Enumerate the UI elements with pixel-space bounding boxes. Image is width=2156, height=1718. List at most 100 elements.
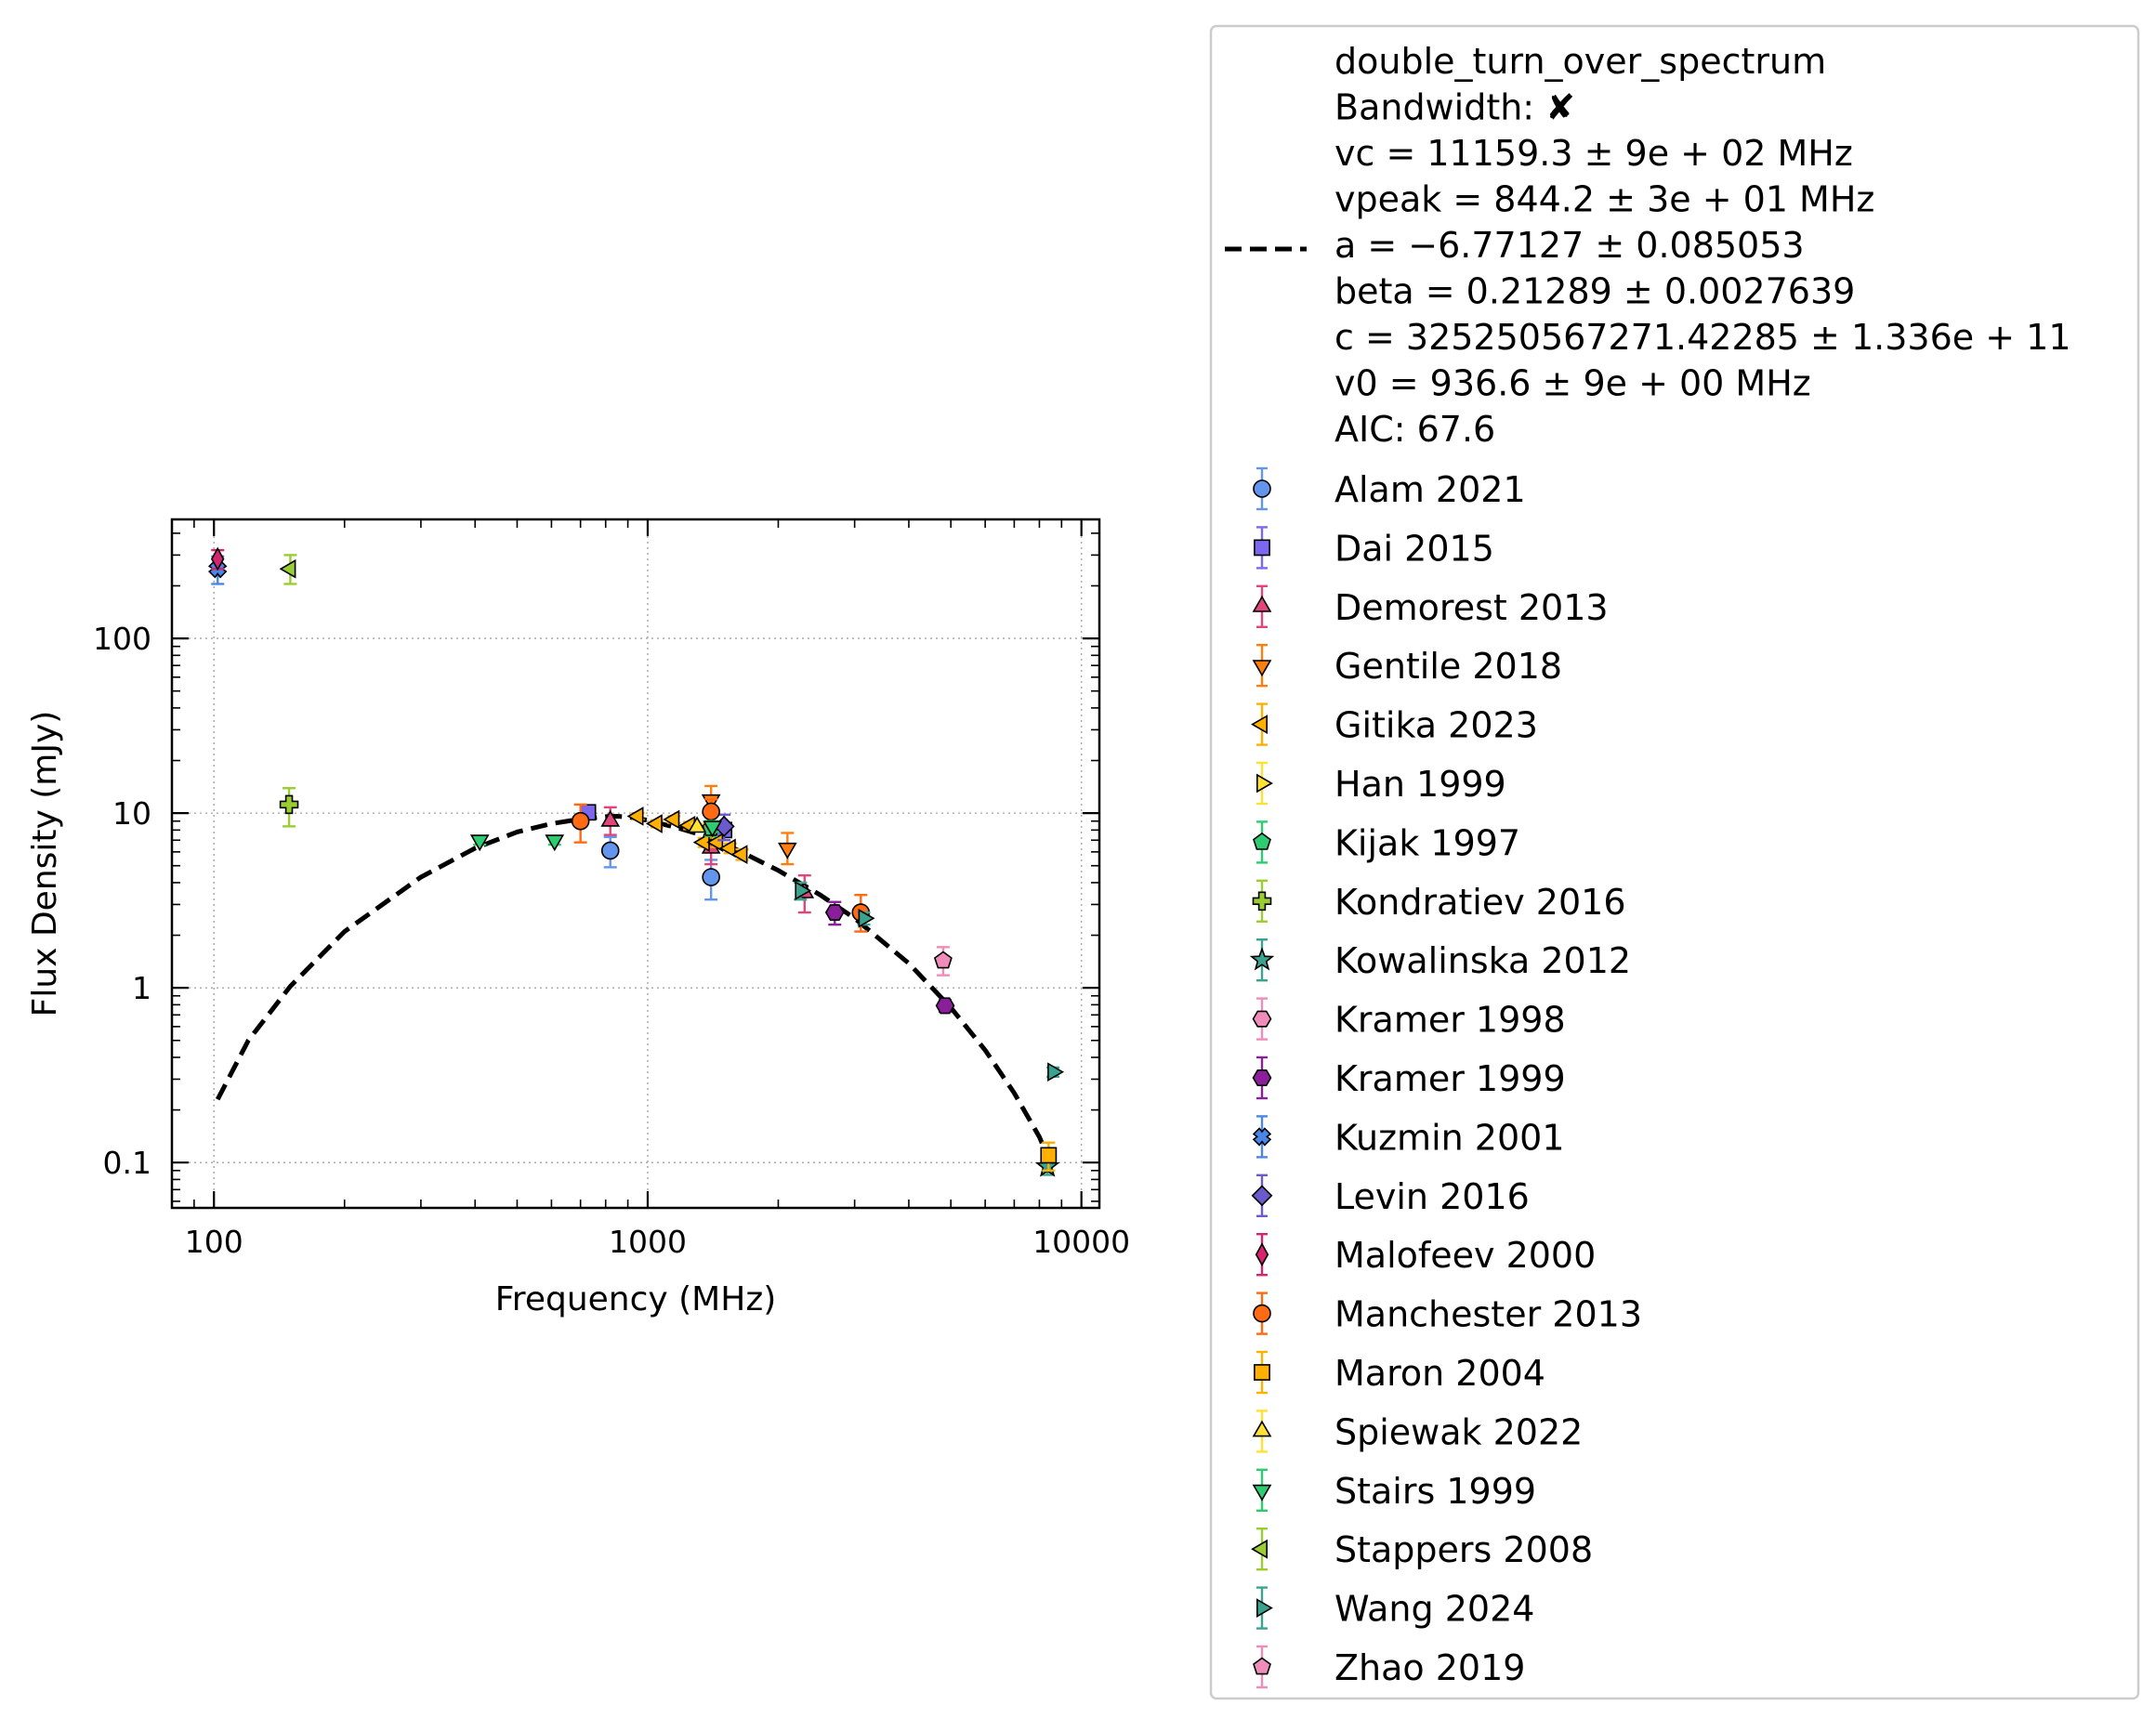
legend-label: Demorest 2013: [1334, 587, 1609, 628]
legend-entry: Levin 2016: [1251, 1174, 1530, 1218]
legend-entry: Wang 2024: [1256, 1586, 1534, 1630]
legend-marker: [1253, 1304, 1271, 1323]
legend-label: Spiewak 2022: [1334, 1411, 1583, 1452]
legend-entry: Stappers 2008: [1251, 1527, 1593, 1571]
x-tick-label: 100: [185, 1224, 243, 1260]
series-alam-2021: [600, 835, 720, 901]
legend-label: Dai 2015: [1334, 528, 1494, 569]
legend-entry: Gitika 2023: [1251, 702, 1538, 746]
data-point: [279, 558, 296, 579]
legend-marker: [1252, 1127, 1272, 1147]
legend-label: Stairs 1999: [1334, 1471, 1536, 1512]
fit-legend-line: beta = 0.21289 ± 0.0027639: [1334, 271, 1855, 312]
legend-entry: Gentile 2018: [1252, 644, 1562, 688]
fit-legend-line: v0 = 936.6 ± 9e + 00 MHz: [1334, 363, 1811, 404]
series-stairs-1999: [469, 820, 722, 852]
plot-frame: [170, 518, 1101, 1210]
fit-legend-line: a = −6.77127 ± 0.085053: [1334, 225, 1805, 266]
legend-entry: Malofeev 2000: [1255, 1232, 1596, 1277]
series-wang-2024: [794, 881, 1065, 1082]
data-point: [702, 868, 720, 886]
legend-entry: Manchester 2013: [1253, 1292, 1642, 1335]
y-axis-label: Flux Density (mJy): [26, 711, 64, 1017]
data-point: [935, 997, 955, 1015]
legend-marker: [1252, 891, 1272, 911]
legend-entry: Kramer 1999: [1252, 1056, 1566, 1100]
data-point: [210, 546, 225, 571]
legend-label: Kowalinska 2012: [1334, 940, 1631, 981]
legend-marker: [1254, 539, 1270, 557]
axis-ticks: 100 1000 10000 0.1 1 10 100: [93, 519, 1130, 1260]
data-point: [571, 811, 590, 831]
legend-label: Stappers 2008: [1334, 1529, 1593, 1570]
series-malofeev-2000: [210, 546, 225, 571]
legend-box: [1209, 24, 2140, 1700]
legend-entry: Han 1999: [1256, 761, 1506, 806]
y-tick-label: 100: [93, 621, 151, 657]
legend-entry: Maron 2004: [1254, 1350, 1545, 1395]
legend-entry: Dai 2015: [1254, 526, 1494, 570]
legend-entry: Kuzmin 2001: [1252, 1115, 1565, 1159]
legend-marker: [1252, 1484, 1272, 1502]
legend-marker: [1253, 479, 1271, 498]
legend-label: Maron 2004: [1334, 1353, 1545, 1394]
fit-legend-line: double_turn_over_spectrum: [1334, 41, 1826, 82]
data-point: [706, 833, 724, 852]
legend-entry: Kijak 1997: [1253, 820, 1520, 864]
legend-marker: [1256, 773, 1273, 793]
x-tick-label: 1000: [609, 1224, 687, 1260]
legend-entry: Kramer 1998: [1252, 997, 1566, 1041]
y-tick-label: 1: [132, 970, 151, 1006]
fit-legend-line: vpeak = 844.2 ± 3e + 01 MHz: [1334, 179, 1874, 220]
fit-curve-layer: [215, 813, 1051, 1161]
data-point: [279, 794, 299, 815]
data-point: [469, 834, 490, 852]
data-point: [858, 909, 875, 928]
legend-marker: [1252, 1069, 1272, 1086]
grid: [172, 519, 1099, 1208]
legend-entry: Kondratiev 2016: [1252, 879, 1626, 923]
legend-marker: [1251, 1185, 1273, 1207]
legend: double_turn_over_spectrum Bandwidth: ✘ vc …: [1209, 24, 2140, 1700]
data-points-layer: [207, 546, 1065, 1177]
legend-marker: [1253, 1657, 1271, 1675]
legend-entry: Stairs 1999: [1252, 1468, 1536, 1513]
series-maron-2004: [1040, 1141, 1058, 1172]
legend-label: Gentile 2018: [1334, 646, 1562, 687]
legend-marker: [1251, 715, 1268, 734]
legend-label: Kramer 1999: [1334, 1058, 1566, 1099]
data-point: [824, 904, 845, 922]
data-point: [703, 820, 722, 838]
data-point: [933, 951, 953, 969]
legend-label: Malofeev 2000: [1334, 1235, 1596, 1276]
legend-entry: Spiewak 2022: [1252, 1410, 1583, 1453]
data-point: [600, 841, 620, 860]
legend-marker: [1252, 1420, 1272, 1437]
legend-entry: Kowalinska 2012: [1249, 938, 1631, 982]
data-point: [795, 881, 812, 900]
data-point: [718, 838, 736, 859]
legend-label: Levin 2016: [1334, 1176, 1530, 1217]
legend-marker: [1255, 1242, 1269, 1267]
legend-marker: [1254, 1364, 1270, 1381]
series-kramer-1999: [824, 900, 955, 1015]
series-kondratiev-2016: [279, 787, 299, 828]
legend-label: Alam 2021: [1334, 469, 1526, 510]
fit-curve: [215, 813, 1051, 1161]
data-point: [702, 802, 720, 821]
legend-label: Zhao 2019: [1334, 1647, 1525, 1688]
legend-entry: Demorest 2013: [1252, 584, 1609, 628]
fit-legend-line: AIC: 67.6: [1334, 409, 1495, 450]
legend-marker: [1252, 660, 1272, 677]
data-point: [626, 807, 644, 826]
data-point: [687, 816, 707, 833]
data-point: [1040, 1147, 1058, 1164]
legend-label: Kijak 1997: [1334, 822, 1520, 863]
x-axis-label: Frequency (MHz): [495, 1280, 777, 1318]
data-point: [600, 809, 621, 827]
fit-legend-line: c = 325250567271.42285 ± 1.336e + 11: [1334, 317, 2071, 358]
x-tick-label: 10000: [1032, 1224, 1130, 1260]
legend-marker: [1256, 1598, 1273, 1618]
legend-marker: [1252, 595, 1272, 612]
